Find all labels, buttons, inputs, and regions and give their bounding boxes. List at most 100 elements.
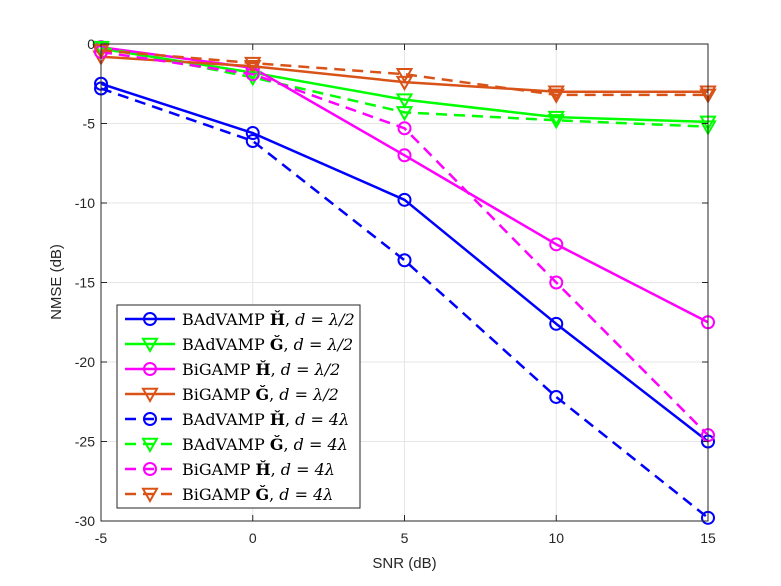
data-point-triangle (395, 67, 414, 84)
series-line (100, 45, 709, 324)
data-point-circle (245, 126, 260, 141)
data-point-circle (143, 312, 157, 326)
series-line (100, 45, 709, 128)
legend-label-condition: d = λ/2 (279, 385, 339, 404)
data-point-triangle (547, 110, 565, 127)
x-tick-label: -5 (95, 530, 108, 546)
legend-label-condition: d = 4λ (294, 435, 348, 454)
legend-label: BiGAMP Ȟ, d = 4λ (182, 459, 335, 479)
series-line (100, 87, 709, 519)
data-point-triangle (141, 337, 159, 354)
legend-label-condition: d = λ/2 (295, 310, 355, 329)
legend-item: BAdVAMP Ǧ, d = 4λ (125, 434, 348, 454)
legend-label: BAdVAMP Ǧ, d = λ/2 (182, 334, 353, 354)
legend-label: BAdVAMP Ǧ, d = 4λ (182, 434, 348, 454)
y-tick-label: -10 (75, 195, 95, 211)
series-line (100, 82, 709, 443)
legend-item: BAdVAMP Ȟ, d = 4λ (125, 409, 349, 429)
series-line (100, 49, 708, 97)
series-layer (92, 40, 717, 525)
legend-item: BiGAMP Ȟ, d = λ/2 (125, 359, 340, 379)
y-tick-label: -20 (75, 354, 95, 370)
y-tick-label: -30 (75, 513, 95, 529)
legend-label-alg: BAdVAMP (182, 435, 270, 454)
legend-label-matrix: Ǧ (255, 384, 269, 404)
legend-label-matrix: Ǧ (270, 434, 284, 454)
x-tick-label: 15 (700, 530, 716, 546)
legend-label-comma: , (271, 360, 281, 379)
legend-label-matrix: Ȟ (270, 409, 285, 429)
legend-label-alg: BiGAMP (182, 485, 255, 504)
x-axis-title: SNR (dB) (372, 555, 436, 572)
legend-label: BAdVAMP Ȟ, d = λ/2 (182, 309, 355, 329)
legend-label-comma: , (271, 460, 281, 479)
legend-label-comma: , (285, 410, 295, 429)
data-point-circle (143, 412, 157, 426)
legend-item: BAdVAMP Ȟ, d = λ/2 (125, 309, 355, 329)
legend-label-comma: , (283, 435, 293, 454)
legend-label-condition: d = 4λ (279, 485, 333, 504)
legend-label-alg: BAdVAMP (182, 335, 270, 354)
data-point-triangle (141, 487, 159, 504)
legend-label-comma: , (269, 485, 279, 504)
legend-label-matrix: Ȟ (270, 309, 285, 329)
legend-label-condition: d = 4λ (295, 410, 349, 429)
axis-ticks: -5 0 5 10 15 0 -5 -10 -15 -20 -25 -30 (75, 36, 716, 546)
y-axis-title: NMSE (dB) (48, 244, 65, 320)
legend-label-condition: d = 4λ (281, 460, 335, 479)
data-point-circle (143, 462, 157, 476)
data-point-circle (549, 275, 564, 290)
data-point-triangle (547, 114, 565, 130)
data-point-triangle (547, 85, 565, 101)
legend-label-alg: BAdVAMP (182, 310, 270, 329)
legend-label: BiGAMP Ǧ, d = λ/2 (182, 384, 339, 404)
legend-label-alg: BiGAMP (182, 385, 255, 404)
legend-label: BiGAMP Ǧ, d = 4λ (182, 484, 333, 504)
legend-label-matrix: Ȟ (255, 359, 270, 379)
legend-label-comma: , (269, 385, 279, 404)
data-point-circle (549, 316, 564, 331)
data-point-triangle (244, 60, 262, 76)
y-tick-label: 0 (87, 36, 95, 52)
x-tick-label: 0 (249, 530, 257, 546)
series-line (100, 50, 709, 437)
legend-label-condition: d = λ/2 (294, 335, 354, 354)
legend-label: BiGAMP Ȟ, d = λ/2 (182, 359, 340, 379)
legend-label-condition: d = λ/2 (281, 360, 341, 379)
data-point-circle (143, 362, 157, 376)
legend-item: BiGAMP Ȟ, d = 4λ (125, 459, 335, 479)
legend-item: BAdVAMP Ǧ, d = λ/2 (125, 334, 353, 354)
y-tick-label: -15 (75, 275, 95, 291)
data-point-circle (549, 237, 564, 252)
data-point-circle (549, 389, 564, 404)
data-point-circle (397, 121, 412, 136)
legend-label-matrix: Ǧ (270, 334, 284, 354)
data-point-circle (245, 133, 260, 148)
legend-label-comma: , (283, 335, 293, 354)
data-point-triangle (141, 437, 159, 454)
data-point-triangle (395, 75, 414, 92)
x-tick-label: 5 (401, 530, 409, 546)
y-tick-label: -5 (83, 116, 96, 132)
legend-item: BiGAMP Ǧ, d = 4λ (125, 484, 333, 504)
legend-label-alg: BiGAMP (182, 360, 255, 379)
data-point-triangle (141, 387, 159, 404)
data-point-triangle (244, 56, 262, 73)
legend-item: BiGAMP Ǧ, d = λ/2 (125, 384, 339, 404)
data-point-circle (397, 253, 412, 268)
legend-label-matrix: Ȟ (255, 459, 270, 479)
legend-label-matrix: Ǧ (255, 484, 269, 504)
data-point-triangle (395, 93, 414, 109)
data-point-circle (397, 192, 412, 207)
data-point-circle (397, 148, 412, 163)
series-line (100, 47, 709, 124)
legend-label-alg: BiGAMP (182, 460, 255, 479)
data-point-triangle (547, 88, 565, 104)
legend-label-alg: BAdVAMP (182, 410, 270, 429)
y-tick-label: -25 (75, 434, 95, 450)
x-tick-label: 10 (548, 530, 564, 546)
legend-label: BAdVAMP Ȟ, d = 4λ (182, 409, 349, 429)
legend-label-comma: , (285, 310, 295, 329)
